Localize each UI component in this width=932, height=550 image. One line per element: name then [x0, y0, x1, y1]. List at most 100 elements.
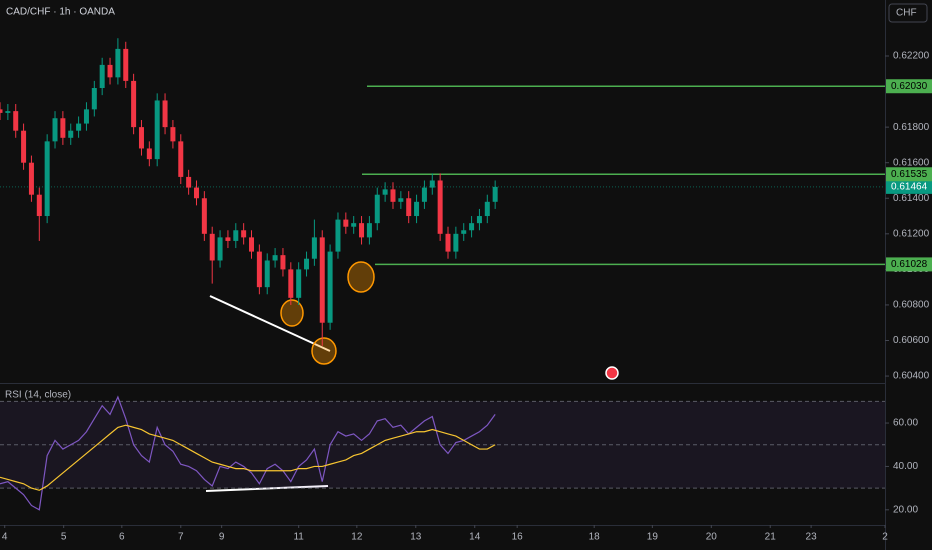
candle-body: [170, 127, 176, 142]
x-tick-label: 14: [469, 532, 481, 543]
candle-body: [186, 176, 192, 188]
candle-body: [351, 223, 357, 227]
candle-body: [91, 88, 97, 110]
candle-body: [382, 189, 388, 195]
indicator-title: RSI (14, close): [5, 390, 71, 401]
candle-body: [115, 48, 121, 78]
candle-body: [453, 233, 459, 252]
y-tick-label: 60.00: [893, 418, 918, 429]
candle-body: [138, 127, 144, 149]
x-tick-label: 16: [512, 532, 524, 543]
candle-body: [5, 111, 11, 113]
candle-body: [60, 118, 66, 138]
candle-body: [445, 233, 451, 252]
y-tick-label: 0.61600: [893, 157, 930, 168]
candle-body: [21, 130, 27, 163]
candle-body: [421, 187, 427, 202]
x-tick-label: 7: [178, 532, 184, 543]
candle-body: [264, 260, 270, 288]
candle-body: [0, 109, 3, 113]
highlight-circle: [347, 261, 375, 293]
candle-body: [201, 198, 207, 234]
candle-body: [406, 198, 412, 217]
candle-body: [390, 189, 396, 202]
level-box: [886, 167, 932, 182]
candle-body: [288, 269, 294, 298]
candle-body: [476, 216, 482, 224]
candle-body: [437, 180, 443, 234]
trend-line: [209, 295, 331, 352]
candle-body: [225, 237, 231, 241]
candle-body: [311, 237, 317, 259]
candle-body: [83, 109, 89, 124]
candle-body: [469, 223, 475, 231]
candle-body: [327, 251, 333, 323]
x-tick-label: 4: [2, 532, 8, 543]
candle-body: [398, 198, 404, 202]
candle-body: [178, 141, 184, 177]
candle-body: [146, 148, 152, 160]
y-tick-label: 0.60400: [893, 371, 930, 382]
x-tick-label: 12: [351, 532, 363, 543]
level-label: 0.62030: [891, 81, 928, 92]
candle-body: [461, 230, 467, 234]
level-label: 0.61028: [891, 259, 928, 270]
y-tick-label: 0.61800: [893, 122, 930, 133]
candle-body: [28, 162, 34, 195]
x-tick-label: 6: [119, 532, 125, 543]
candle-body: [44, 141, 50, 217]
highlight-circle: [280, 299, 304, 327]
y-tick-label: 0.62200: [893, 51, 930, 62]
candle-body: [249, 237, 255, 252]
level-label: 0.61535: [891, 169, 928, 180]
last-price-box: [886, 179, 932, 194]
candle-body: [107, 64, 113, 78]
x-tick-label: 9: [219, 532, 225, 543]
candle-body: [280, 255, 286, 270]
x-tick-label: 21: [765, 532, 777, 543]
chart-title: CAD/CHF · 1h · OANDA: [6, 7, 115, 18]
x-tick-label: 11: [293, 532, 304, 543]
candle-body: [233, 230, 239, 241]
candle-body: [256, 251, 262, 288]
highlight-circle: [311, 337, 337, 365]
candle-body: [414, 201, 420, 217]
y-tick-label: 20.00: [893, 504, 918, 515]
candle-body: [36, 194, 42, 217]
candle-body: [131, 80, 137, 128]
candle-body: [13, 111, 19, 131]
y-tick-label: 0.60600: [893, 335, 930, 346]
candle-body: [68, 130, 74, 138]
candle-body: [209, 233, 215, 261]
x-tick-label: 20: [706, 532, 718, 543]
level-box: [886, 79, 932, 94]
x-tick-label: 19: [647, 532, 659, 543]
candle-body: [162, 100, 168, 128]
candle-body: [241, 230, 247, 238]
x-tick-label: 18: [589, 532, 601, 543]
event-flag[interactable]: [605, 366, 619, 380]
candle-body: [484, 201, 490, 217]
candle-body: [429, 180, 435, 188]
x-tick-label: 2: [882, 532, 888, 543]
currency-button[interactable]: [888, 3, 928, 23]
x-tick-label: 13: [410, 532, 422, 543]
y-tick-label: 40.00: [893, 461, 918, 472]
candle-body: [76, 123, 82, 131]
y-tick-label: 0.61200: [893, 228, 930, 239]
candle-body: [304, 258, 310, 270]
y-tick-label: 0.61400: [893, 193, 930, 204]
x-tick-label: 5: [61, 532, 67, 543]
candle-body: [296, 269, 302, 298]
candle-body: [272, 255, 278, 261]
y-tick-label: 0.60800: [893, 300, 930, 311]
level-box: [886, 257, 932, 272]
candle-body: [123, 48, 129, 81]
candle-body: [217, 237, 223, 261]
candle-body: [319, 237, 325, 323]
candle-body: [366, 223, 372, 238]
candle-body: [343, 219, 349, 227]
x-tick-label: 23: [806, 532, 818, 543]
